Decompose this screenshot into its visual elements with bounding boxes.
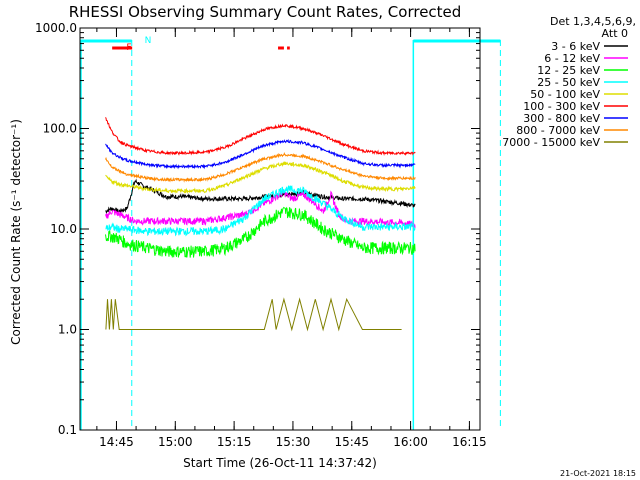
legend-header-line-2: Att 0 bbox=[602, 27, 628, 40]
legend-entry-label: 6 - 12 keV bbox=[544, 52, 600, 65]
series-line-8 bbox=[105, 297, 402, 332]
series-line-4 bbox=[105, 160, 416, 194]
plot-frame-group bbox=[79, 27, 501, 431]
series-line-0 bbox=[105, 178, 416, 214]
y-tick-label: 1.0 bbox=[58, 323, 77, 337]
y-tick-label: 10.0 bbox=[50, 222, 77, 236]
x-tick-label: 15:15 bbox=[217, 435, 252, 449]
tick-label-group: 0.1 1.0 10.0 100.0 1000.0 14:45 15:00 15:15 15:3… bbox=[35, 21, 487, 449]
x-axis-label: Start Time (26-Oct-11 14:37:42) bbox=[183, 456, 377, 470]
x-tick-label: 14:45 bbox=[99, 435, 134, 449]
y-axis-label: Corrected Count Rate (s⁻¹ detector⁻¹) bbox=[9, 119, 23, 345]
series-line-7 bbox=[105, 151, 416, 183]
series-group bbox=[105, 117, 416, 332]
x-tick-label: 15:30 bbox=[276, 435, 311, 449]
flag-label-n: N bbox=[145, 36, 152, 46]
legend-entry-label: 3 - 6 keV bbox=[551, 40, 600, 53]
y-tick-label: 100.0 bbox=[43, 122, 77, 136]
legend-entry-label: 800 - 7000 keV bbox=[516, 124, 600, 137]
y-axis-label-text: Corrected Count Rate (s⁻¹ detector⁻¹) bbox=[9, 119, 23, 345]
legend-entry-label: 300 - 800 keV bbox=[523, 112, 600, 125]
legend-entry-label: 12 - 25 keV bbox=[537, 64, 600, 77]
x-tick-label: 16:00 bbox=[393, 435, 428, 449]
chart-title: RHESSI Observing Summary Count Rates, Co… bbox=[69, 3, 462, 21]
x-tick-label: 15:45 bbox=[334, 435, 369, 449]
legend-entry-label: 7000 - 15000 keV bbox=[502, 136, 600, 149]
series-line-3 bbox=[105, 185, 416, 237]
x-tick-label: 16:15 bbox=[452, 435, 487, 449]
series-line-5 bbox=[105, 117, 416, 157]
x-tick-label: 15:00 bbox=[158, 435, 193, 449]
legend-entry-label: 100 - 300 keV bbox=[523, 100, 600, 113]
y-tick-label: 1000.0 bbox=[35, 21, 77, 35]
timestamp: 21-Oct-2021 18:15 bbox=[560, 469, 636, 478]
y-tick-label: 0.1 bbox=[58, 423, 77, 437]
series-line-6 bbox=[105, 138, 416, 170]
legend-entry-label: 50 - 100 keV bbox=[530, 88, 600, 101]
series-line-1 bbox=[105, 188, 416, 228]
legend-entry-label: 25 - 50 keV bbox=[537, 76, 600, 89]
legend-header-line-1: Det 1,3,4,5,6,9, bbox=[550, 15, 636, 28]
series-line-2 bbox=[105, 206, 416, 258]
